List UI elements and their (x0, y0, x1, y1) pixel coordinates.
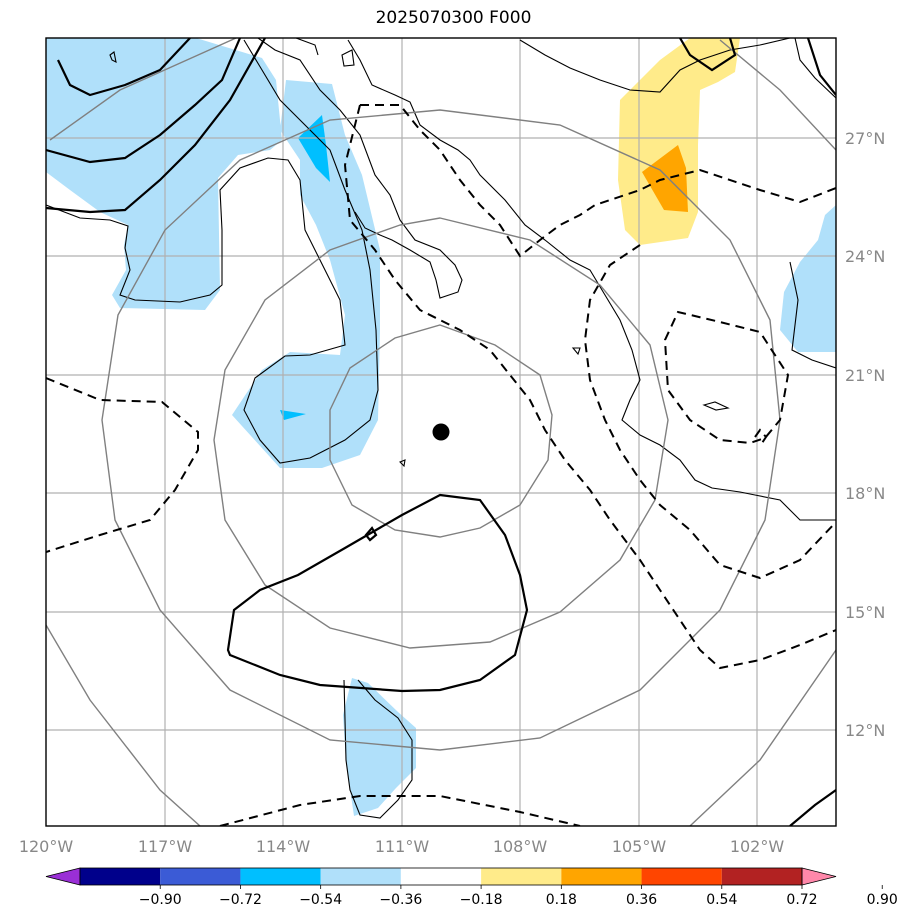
colorbar-label: 0.90 (867, 892, 898, 908)
lon-label: 120°W (19, 837, 74, 856)
darker-negative-patches (280, 115, 330, 420)
colorbar-segment (80, 868, 161, 885)
colorbar-extend-high (801, 867, 837, 886)
colorbar-label: −0.18 (460, 892, 503, 908)
colorbar-segment (721, 868, 802, 885)
lon-label: 111°W (375, 837, 430, 856)
negative-shading (46, 38, 836, 816)
gridlines (46, 38, 836, 826)
longitude-labels: 120°W 117°W 114°W 111°W 108°W 105°W 102°… (19, 837, 785, 856)
colorbar-label: 0.72 (786, 892, 817, 908)
map-frame (45, 37, 837, 827)
colorbar-label: 0.18 (546, 892, 577, 908)
lon-label: 117°W (138, 837, 193, 856)
colorbar-label: −0.36 (379, 892, 422, 908)
colorbar-segment (481, 868, 562, 885)
latitude-labels: 27°N 24°N 21°N 18°N 15°N 12°N (845, 129, 885, 740)
colorbar-segment (160, 868, 241, 885)
lon-label: 105°W (612, 837, 667, 856)
lon-label: 108°W (493, 837, 548, 856)
colorbar-segment (561, 868, 642, 885)
map-title: 2025070300 F000 (375, 8, 532, 28)
colorbar-label: −0.54 (299, 892, 342, 908)
lat-label: 21°N (845, 366, 885, 385)
colorbar-outline (79, 867, 803, 886)
colorbar: −0.90 −0.72 −0.54 −0.36 −0.18 0.18 0.36 0.54 0.7… (45, 867, 898, 908)
positive-shading (618, 38, 740, 245)
colorbar-label: −0.72 (219, 892, 262, 908)
colorbar-label: 0.54 (706, 892, 737, 908)
colorbar-segment (641, 868, 722, 885)
range-rings (46, 38, 836, 826)
lat-label: 15°N (845, 603, 885, 622)
lon-label: 102°W (730, 837, 785, 856)
colorbar-label: 0.36 (626, 892, 657, 908)
dashed-contours (46, 104, 836, 826)
storm-center-marker (432, 423, 450, 441)
solid-contours (46, 38, 836, 826)
colorbar-label: −0.90 (139, 892, 182, 908)
colorbar-segment (400, 868, 482, 885)
lat-label: 27°N (845, 129, 885, 148)
colorbar-segment (240, 868, 321, 885)
lat-label: 12°N (845, 721, 885, 740)
lon-label: 114°W (256, 837, 311, 856)
lat-label: 24°N (845, 247, 885, 266)
lat-label: 18°N (845, 484, 885, 503)
colorbar-segment (320, 868, 401, 885)
colorbar-extend-low (45, 867, 81, 886)
